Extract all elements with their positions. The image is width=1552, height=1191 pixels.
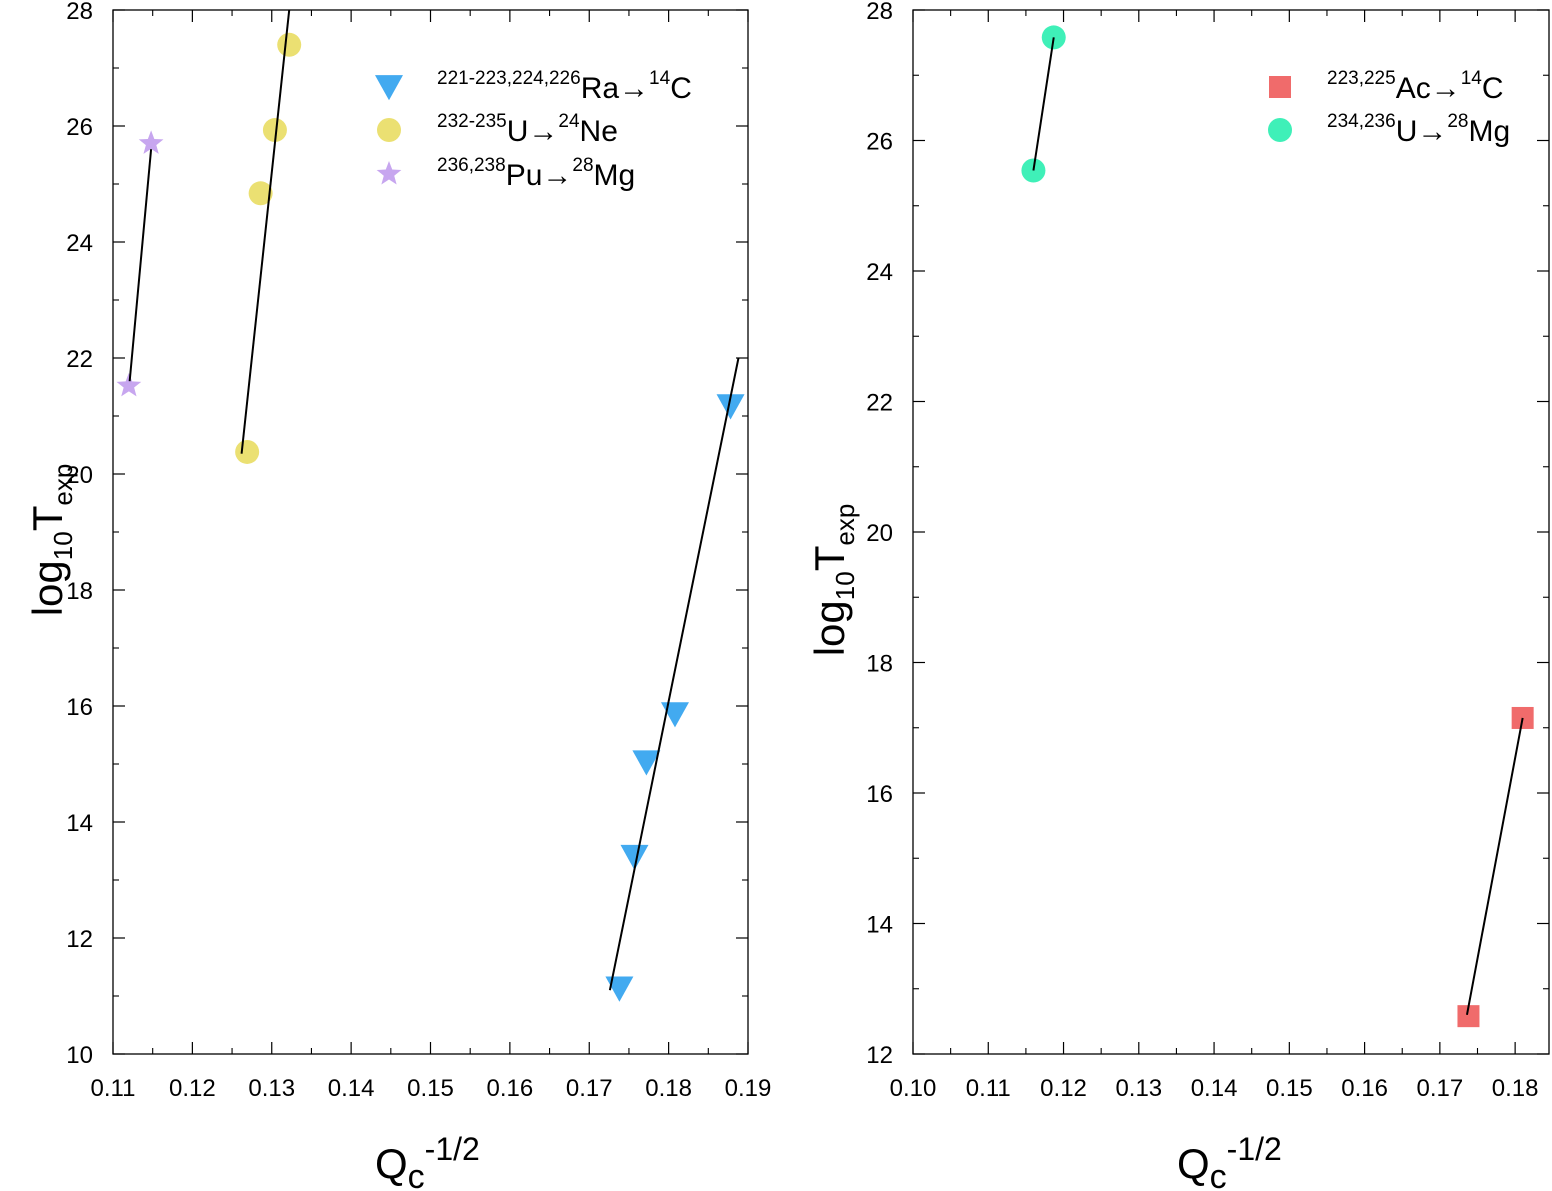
x-tick-label: 0.15 [1266,1075,1313,1102]
y-tick-label: 24 [66,230,93,257]
y-tick-label: 20 [66,462,93,489]
y-tick-label: 14 [66,810,93,837]
x-tick-label: 0.13 [1115,1075,1162,1102]
legend-marker [1269,76,1291,98]
y-tick-label: 28 [66,0,93,25]
x-tick-label: 0.18 [1492,1075,1539,1102]
y-tick-label: 14 [866,912,893,939]
x-tick-label: 0.13 [248,1075,295,1102]
data-point [277,32,302,57]
chart-right: 0.10 0.11 0.12 0.13 0.14 0.15 0.16 0.17 0.18 12 14… [806,0,1550,1191]
fit-line [1465,717,1524,1016]
y-tick-label: 26 [66,114,93,141]
y-tick-label: 12 [866,1042,893,1069]
data-point [138,130,164,154]
legend-label: 232-235U→24Ne [437,111,618,148]
y-tick-label: 22 [866,390,893,417]
legend-marker [375,75,403,101]
legend: 221-223,224,226Ra→14C 232-235U→24Ne 236,23… [375,68,692,192]
x-tick-label: 0.14 [328,1075,375,1102]
x-axis-label: Qc-1/2 [1177,1131,1282,1191]
data-point [1457,1005,1480,1028]
x-tick-label: 0.18 [645,1075,692,1102]
fit-line [240,10,291,454]
y-tick-label: 18 [66,578,93,605]
data-point [605,976,634,1002]
x-tick-label: 0.16 [487,1075,534,1102]
data-point [632,750,661,776]
y-tick-label: 16 [66,694,93,721]
x-axis-label: Qc-1/2 [375,1131,480,1191]
x-tick-label: 0.17 [1417,1075,1464,1102]
data-point [116,372,142,397]
legend-label: 221-223,224,226Ra→14C [437,68,692,105]
x-tick-label: 0.15 [407,1075,454,1102]
x-tick-label: 0.16 [1341,1075,1388,1102]
y-tick-label: 18 [866,651,893,678]
legend-label: 223,225Ac→14C [1327,68,1504,105]
legend-marker [377,118,401,142]
data-point [235,439,260,464]
x-tick-label: 0.17 [566,1075,613,1102]
legend-marker [376,161,402,185]
fit-line [608,357,740,991]
data-point [716,394,745,420]
y-tick-label: 10 [66,1042,93,1069]
plot-area [116,10,745,1002]
fit-line [128,149,153,382]
y-tick-label: 28 [866,0,893,25]
x-tick-label: 0.12 [169,1075,216,1102]
x-tick-label: 0.12 [1040,1075,1087,1102]
plot-frame [912,9,1550,1055]
y-axis-label: log10Texp [24,464,78,617]
plot-area [1021,25,1534,1028]
y-tick-label: 12 [66,926,93,953]
x-tick-label: 0.19 [725,1075,772,1102]
legend-label: 234,236U→28Mg [1327,111,1510,148]
y-tick-label: 20 [866,520,893,547]
y-axis-label: log10Texp [806,504,860,657]
legend: 223,225Ac→14C 234,236U→28Mg [1268,68,1510,148]
legend-label: 236,238Pu→28Mg [437,155,635,192]
chart-left: 0.11 0.12 0.13 0.14 0.15 0.16 0.17 0.18 0.19 10 12… [24,0,771,1191]
fit-line [1032,37,1055,171]
plot-frame [112,9,749,1055]
y-tick-label: 22 [66,346,93,373]
x-tick-label: 0.11 [966,1075,1011,1102]
y-tick-label: 26 [866,129,893,156]
data-point [262,118,287,143]
x-tick-label: 0.10 [890,1075,937,1102]
legend-marker [1268,118,1292,142]
x-tick-label: 0.11 [91,1075,136,1102]
data-point [620,844,649,871]
y-tick-label: 24 [866,259,893,286]
data-point [248,181,273,206]
y-tick-label: 16 [866,781,893,808]
x-tick-label: 0.14 [1191,1075,1238,1102]
